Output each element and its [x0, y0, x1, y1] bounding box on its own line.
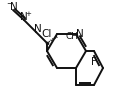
Text: N: N	[10, 2, 18, 12]
Text: +: +	[25, 11, 31, 17]
Text: −: −	[6, 1, 12, 7]
Text: CH₃: CH₃	[66, 31, 83, 41]
Text: N: N	[76, 29, 84, 39]
Text: N: N	[20, 12, 28, 22]
Text: F: F	[91, 57, 97, 67]
Text: Cl: Cl	[42, 29, 52, 39]
Text: N: N	[34, 24, 42, 34]
